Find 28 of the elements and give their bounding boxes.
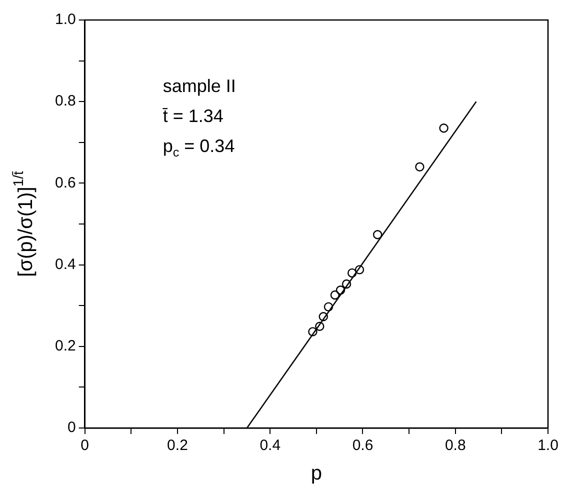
x-tick-label: 1.0 bbox=[538, 437, 558, 454]
y-tick-label: 0 bbox=[68, 419, 76, 436]
point bbox=[354, 265, 364, 274]
point bbox=[308, 327, 318, 336]
point bbox=[342, 279, 352, 289]
point bbox=[439, 124, 448, 133]
x-tick-label: 0.2 bbox=[167, 437, 188, 454]
y-tick-label: 0.8 bbox=[54, 92, 76, 110]
x-tick-label: 0.4 bbox=[260, 437, 281, 454]
y-tick-label: 0.4 bbox=[54, 256, 76, 273]
point bbox=[318, 312, 328, 322]
point bbox=[336, 285, 346, 295]
point bbox=[324, 302, 334, 312]
y-axis-title: [σ(p)/σ(1)]1/t̄ bbox=[10, 170, 37, 277]
point bbox=[347, 268, 357, 278]
point bbox=[330, 290, 340, 300]
x-tick-label: 0 bbox=[80, 437, 90, 454]
annotation: sample II bbox=[162, 76, 236, 96]
point bbox=[415, 162, 424, 172]
y-tick-label: 0.6 bbox=[54, 174, 76, 192]
annotation: t̄ = 1.34 bbox=[162, 106, 224, 126]
x-axis-title: p bbox=[310, 462, 322, 485]
point bbox=[315, 322, 324, 332]
y-tick-label: 1.0 bbox=[54, 11, 76, 28]
point bbox=[372, 230, 382, 240]
y-tick-label: 0.2 bbox=[54, 338, 76, 355]
x-tick-label: 0.8 bbox=[444, 437, 466, 454]
x-tick-label: 0.6 bbox=[352, 437, 374, 454]
